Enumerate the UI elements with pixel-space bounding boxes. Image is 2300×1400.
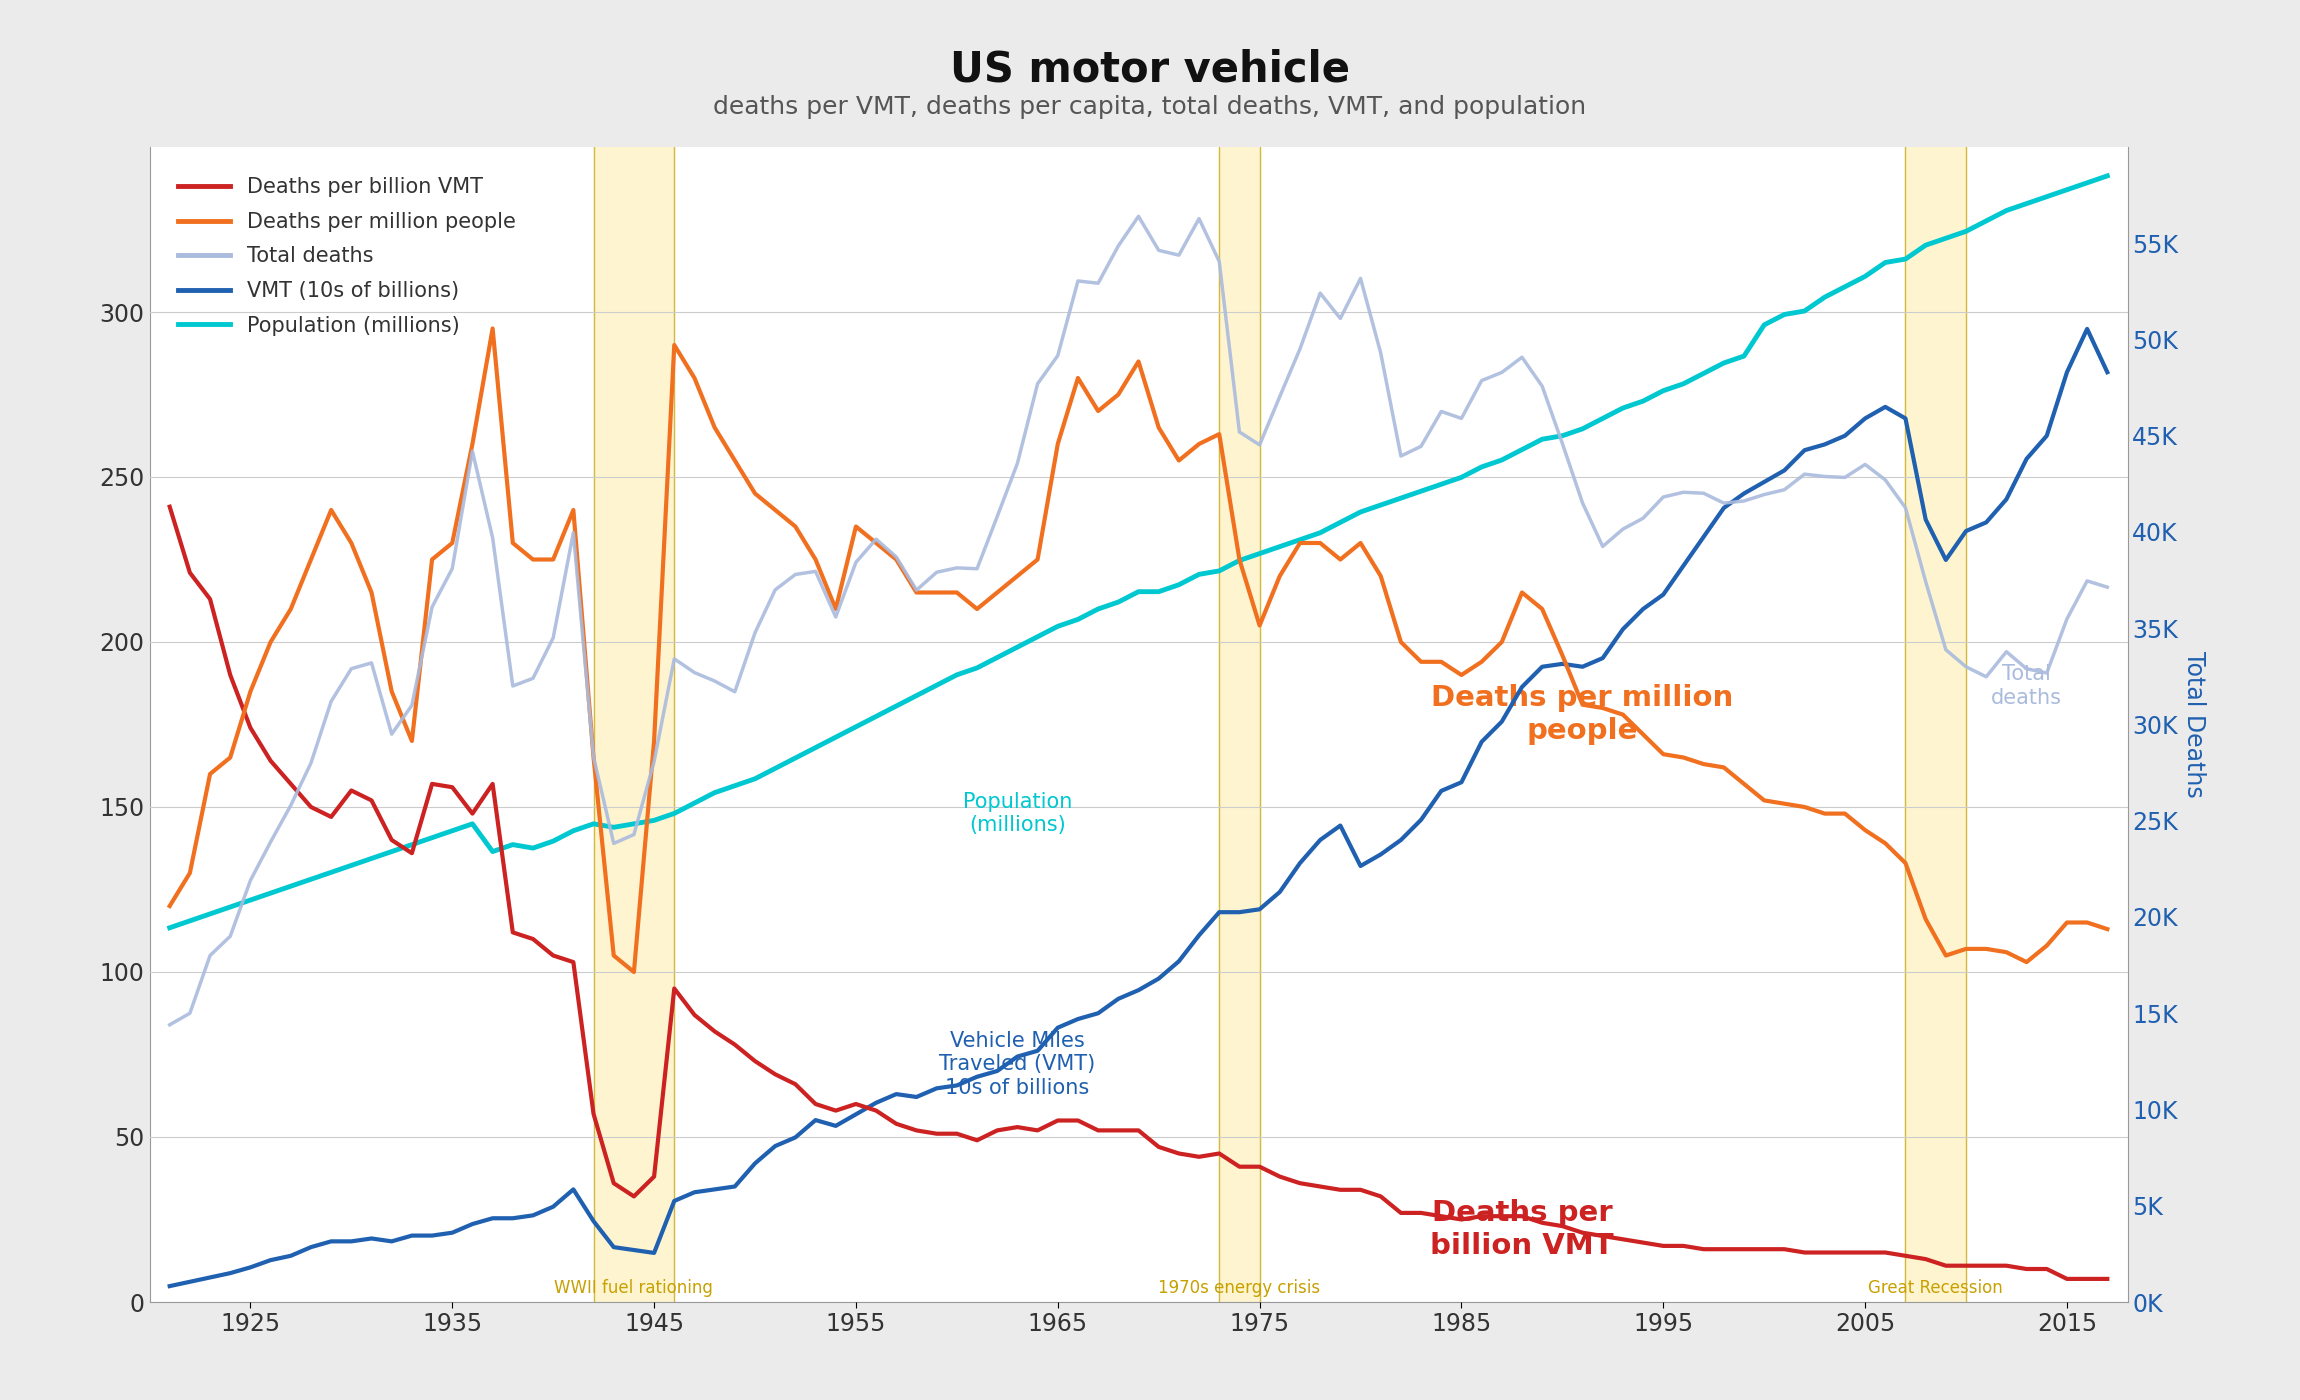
Legend: Deaths per billion VMT, Deaths per million people, Total deaths, VMT (10s of bil: Deaths per billion VMT, Deaths per milli… bbox=[170, 169, 524, 344]
Text: Total
deaths: Total deaths bbox=[1992, 665, 2063, 707]
Text: WWII fuel rationing: WWII fuel rationing bbox=[554, 1280, 713, 1296]
Text: Population
(millions): Population (millions) bbox=[964, 792, 1072, 836]
Text: deaths per VMT, deaths per capita, total deaths, VMT, and population: deaths per VMT, deaths per capita, total… bbox=[713, 95, 1587, 119]
Text: Deaths per
billion VMT: Deaths per billion VMT bbox=[1431, 1200, 1615, 1260]
Bar bbox=[1219, 147, 1260, 1302]
Text: 1970s energy crisis: 1970s energy crisis bbox=[1159, 1280, 1320, 1296]
Text: Vehicle Miles
Traveled (VMT)
10s of billions: Vehicle Miles Traveled (VMT) 10s of bill… bbox=[938, 1032, 1095, 1098]
Text: Great Recession: Great Recession bbox=[1868, 1280, 2003, 1296]
Bar bbox=[593, 147, 674, 1302]
Text: US motor vehicle: US motor vehicle bbox=[950, 49, 1350, 91]
Y-axis label: Total Deaths: Total Deaths bbox=[2183, 651, 2206, 798]
Bar bbox=[1904, 147, 1966, 1302]
Text: Deaths per million
people: Deaths per million people bbox=[1431, 685, 1734, 745]
